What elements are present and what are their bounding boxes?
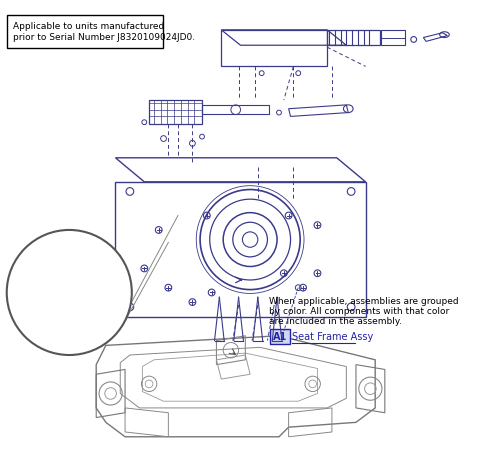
FancyBboxPatch shape xyxy=(6,16,162,48)
Text: A1: A1 xyxy=(273,332,287,342)
Text: Seat Frame Assy: Seat Frame Assy xyxy=(292,332,374,342)
Text: are included in the assembly.: are included in the assembly. xyxy=(270,317,402,325)
Text: When applicable, assemblies are grouped: When applicable, assemblies are grouped xyxy=(270,298,459,306)
Bar xyxy=(381,30,405,45)
Text: Applicable to units manufactured: Applicable to units manufactured xyxy=(12,22,164,31)
FancyBboxPatch shape xyxy=(270,329,289,345)
Text: by color. All components with that color: by color. All components with that color xyxy=(270,307,450,316)
Bar xyxy=(327,30,380,45)
Circle shape xyxy=(6,230,132,355)
Text: prior to Serial Number J8320109024JD0.: prior to Serial Number J8320109024JD0. xyxy=(12,33,194,42)
